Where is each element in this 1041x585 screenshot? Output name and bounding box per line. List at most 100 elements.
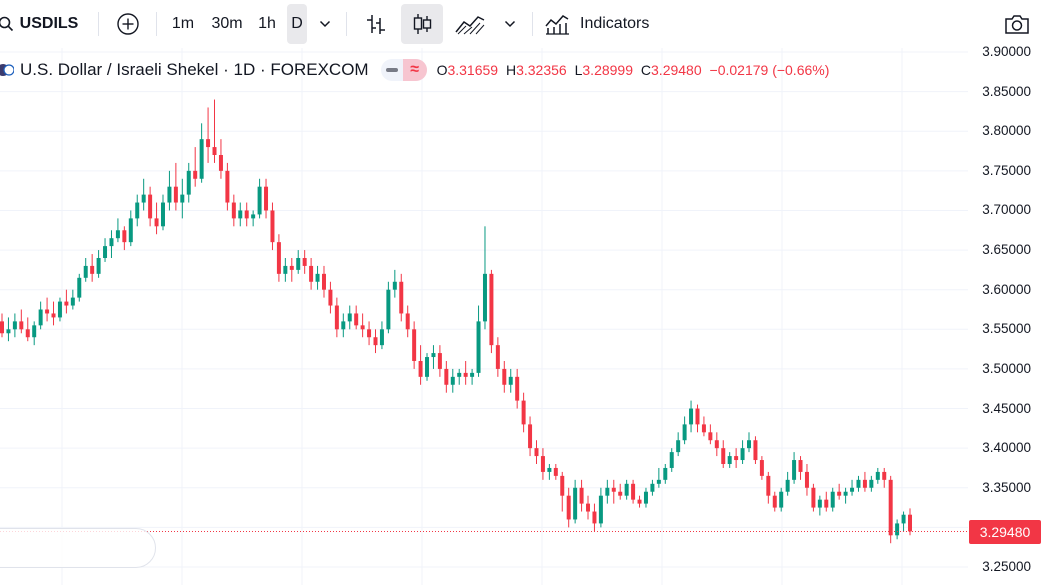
indicators-button[interactable]: Indicators [544, 4, 668, 44]
candle [148, 186, 153, 227]
approx-icon[interactable]: ≈ [402, 59, 427, 81]
candle-body [792, 460, 797, 480]
interval-1h[interactable]: 1h [258, 15, 276, 32]
candle-body [45, 309, 50, 314]
candle [276, 234, 281, 282]
price-tick-label: 3.50000 [982, 360, 1031, 376]
candle-body [540, 456, 545, 472]
candle [418, 345, 423, 385]
area-icon [455, 16, 485, 35]
candle-body [302, 258, 307, 266]
candle [811, 483, 816, 512]
candle-body [611, 487, 616, 492]
candle-body [701, 424, 706, 433]
candle [199, 123, 204, 183]
candle [631, 479, 636, 504]
candle-body [425, 357, 430, 377]
candle [315, 265, 320, 290]
candle [759, 456, 764, 480]
candle [399, 273, 404, 322]
candle-body [785, 479, 790, 492]
candles-chart-type-button[interactable] [401, 4, 443, 44]
candle [804, 464, 809, 496]
candle-body [154, 218, 159, 227]
candle-body [598, 495, 603, 524]
chart-legend: U.S. Dollar / Israeli Shekel · 1D · FORE… [0, 56, 829, 84]
candle-body [19, 321, 24, 330]
candle [470, 368, 475, 385]
candle-body [315, 273, 320, 282]
compare-button[interactable] [110, 4, 146, 44]
candle-body [437, 353, 442, 369]
symbol-search-button[interactable]: USDILS [0, 4, 80, 44]
candle-body [766, 475, 771, 496]
candle-body [528, 424, 533, 449]
candle-body [811, 487, 816, 508]
candle [721, 440, 726, 468]
snapshot-button[interactable] [998, 4, 1036, 44]
candle-body [212, 147, 217, 155]
low-value: 3.28999 [582, 62, 633, 78]
interval-30m[interactable]: 30m [211, 15, 243, 32]
candle-body [850, 487, 855, 492]
legend-pill[interactable]: ≈ [380, 59, 427, 81]
candle-body [173, 186, 178, 203]
candle-body [32, 325, 37, 338]
candle [25, 317, 30, 342]
candle-body [779, 491, 784, 508]
area-chart-type-button[interactable] [450, 4, 490, 44]
candle [103, 238, 108, 262]
hide-icon[interactable] [381, 59, 403, 81]
candle-body [309, 265, 314, 282]
floating-panel[interactable] [0, 528, 156, 568]
candle-body [714, 440, 719, 449]
open-value: 3.31659 [447, 62, 499, 78]
candle [579, 479, 584, 512]
interval-d[interactable]: D [287, 4, 307, 44]
candle-body [405, 313, 410, 330]
candle [212, 99, 217, 163]
candle-body [386, 289, 391, 330]
candle [160, 194, 165, 231]
candle [534, 440, 539, 464]
candle-body [547, 467, 552, 472]
candle [154, 202, 159, 235]
candle [843, 487, 848, 504]
price-tick-label: 3.75000 [982, 162, 1031, 178]
candle [38, 301, 43, 330]
candle [264, 178, 269, 219]
candle-body [206, 139, 211, 148]
candle [341, 313, 346, 338]
candle-body [354, 313, 359, 326]
price-tick-label: 3.80000 [982, 123, 1031, 139]
candle-body [643, 491, 648, 504]
candle [251, 210, 256, 227]
candle [888, 475, 893, 544]
chart-type-dropdown-button[interactable] [497, 4, 523, 44]
candle [51, 301, 56, 326]
candle-body [193, 170, 198, 179]
candle [476, 305, 481, 377]
candle-body [218, 155, 223, 171]
interval-1m[interactable]: 1m [171, 15, 195, 32]
candle [128, 210, 133, 247]
bar-chart-type-button[interactable] [358, 4, 394, 44]
candle-body [772, 495, 777, 508]
candle [135, 194, 140, 227]
candle-body [586, 503, 591, 512]
candle [77, 273, 82, 302]
price-tick-label: 3.45000 [982, 400, 1031, 416]
candle [682, 416, 687, 445]
candle [515, 368, 520, 409]
candle-body [283, 265, 288, 274]
price-tick-label: 3.70000 [982, 202, 1031, 218]
candle-body [450, 376, 455, 385]
low-label: L [574, 62, 583, 78]
symbol-label: USDILS [19, 15, 79, 32]
toolbar-divider [156, 12, 157, 36]
candle-body [167, 186, 172, 203]
interval-dropdown-button[interactable] [312, 4, 338, 44]
candle [431, 345, 436, 369]
candle [779, 487, 784, 512]
